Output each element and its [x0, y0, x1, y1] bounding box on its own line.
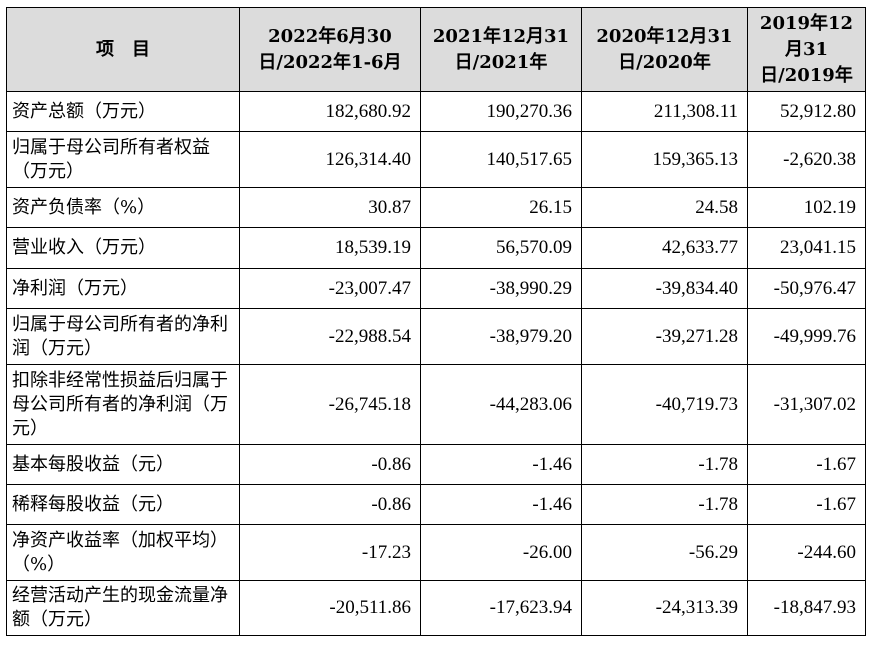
cell-value: 190,270.36 [420, 91, 582, 132]
header-period-2020: 2020年12月31日/2020年 [581, 7, 748, 92]
cell-value: -50,976.47 [747, 268, 866, 309]
row-label: 资产负债率（%） [6, 187, 240, 228]
cell-value: -17.23 [239, 524, 421, 581]
cell-value: -26,745.18 [239, 364, 421, 445]
cell-value: -26.00 [420, 524, 582, 581]
table-row: 归属于母公司所有者的净利润（万元） -22,988.54 -38,979.20 … [6, 308, 866, 365]
cell-value: 24.58 [581, 187, 748, 228]
cell-value: -2,620.38 [747, 131, 866, 188]
cell-value: 182,680.92 [239, 91, 421, 132]
table-row: 稀释每股收益（元） -0.86 -1.46 -1.78 -1.67 [6, 484, 866, 525]
cell-value: 18,539.19 [239, 227, 421, 269]
cell-value: -44,283.06 [420, 364, 582, 445]
row-label: 基本每股收益（元） [6, 444, 240, 485]
cell-value: -40,719.73 [581, 364, 748, 445]
row-label: 经营活动产生的现金流量净额（万元） [6, 580, 240, 636]
row-label: 资产总额（万元） [6, 91, 240, 132]
cell-value: 56,570.09 [420, 227, 582, 269]
cell-value: 23,041.15 [747, 227, 866, 269]
cell-value: -20,511.86 [239, 580, 421, 636]
cell-value: -0.86 [239, 444, 421, 485]
table-header-row: 项目 2022年6月30日/2022年1-6月 2021年12月31日/2021… [6, 7, 866, 92]
header-period-2022h1: 2022年6月30日/2022年1-6月 [239, 7, 421, 92]
cell-value: -38,990.29 [420, 268, 582, 309]
header-period-2021: 2021年12月31日/2021年 [420, 7, 582, 92]
row-label: 扣除非经常性损益后归属于母公司所有者的净利润（万元） [6, 364, 240, 445]
cell-value: -1.67 [747, 484, 866, 525]
cell-value: -31,307.02 [747, 364, 866, 445]
row-label: 营业收入（万元） [6, 227, 240, 269]
cell-value: 126,314.40 [239, 131, 421, 188]
header-item: 项目 [6, 7, 240, 92]
cell-value: -22,988.54 [239, 308, 421, 365]
row-label: 归属于母公司所有者的净利润（万元） [6, 308, 240, 365]
table-row: 资产负债率（%） 30.87 26.15 24.58 102.19 [6, 187, 866, 228]
cell-value: 211,308.11 [581, 91, 748, 132]
table-row: 基本每股收益（元） -0.86 -1.46 -1.78 -1.67 [6, 444, 866, 485]
cell-value: -1.46 [420, 484, 582, 525]
cell-value: 102.19 [747, 187, 866, 228]
table-row: 净利润（万元） -23,007.47 -38,990.29 -39,834.40… [6, 268, 866, 309]
cell-value: -39,834.40 [581, 268, 748, 309]
table-row: 资产总额（万元） 182,680.92 190,270.36 211,308.1… [6, 91, 866, 132]
table-row: 营业收入（万元） 18,539.19 56,570.09 42,633.77 2… [6, 227, 866, 269]
table-row: 扣除非经常性损益后归属于母公司所有者的净利润（万元） -26,745.18 -4… [6, 364, 866, 445]
cell-value: 26.15 [420, 187, 582, 228]
cell-value: 140,517.65 [420, 131, 582, 188]
cell-value: -24,313.39 [581, 580, 748, 636]
cell-value: -1.67 [747, 444, 866, 485]
row-label: 净利润（万元） [6, 268, 240, 309]
cell-value: -39,271.28 [581, 308, 748, 365]
header-period-2019: 2019年12月31日/2019年 [747, 7, 866, 92]
cell-value: -17,623.94 [420, 580, 582, 636]
table-row: 经营活动产生的现金流量净额（万元） -20,511.86 -17,623.94 … [6, 580, 866, 636]
cell-value: -38,979.20 [420, 308, 582, 365]
cell-value: -1.46 [420, 444, 582, 485]
cell-value: -1.78 [581, 484, 748, 525]
cell-value: 42,633.77 [581, 227, 748, 269]
cell-value: -23,007.47 [239, 268, 421, 309]
financial-summary-table: 项目 2022年6月30日/2022年1-6月 2021年12月31日/2021… [6, 7, 866, 636]
table-row: 归属于母公司所有者权益（万元） 126,314.40 140,517.65 15… [6, 131, 866, 188]
table-row: 净资产收益率（加权平均）（%） -17.23 -26.00 -56.29 -24… [6, 524, 866, 581]
cell-value: -49,999.76 [747, 308, 866, 365]
cell-value: 159,365.13 [581, 131, 748, 188]
row-label: 归属于母公司所有者权益（万元） [6, 131, 240, 188]
cell-value: -56.29 [581, 524, 748, 581]
cell-value: -244.60 [747, 524, 866, 581]
row-label: 稀释每股收益（元） [6, 484, 240, 525]
cell-value: 30.87 [239, 187, 421, 228]
cell-value: -18,847.93 [747, 580, 866, 636]
cell-value: -1.78 [581, 444, 748, 485]
cell-value: 52,912.80 [747, 91, 866, 132]
cell-value: -0.86 [239, 484, 421, 525]
row-label: 净资产收益率（加权平均）（%） [6, 524, 240, 581]
